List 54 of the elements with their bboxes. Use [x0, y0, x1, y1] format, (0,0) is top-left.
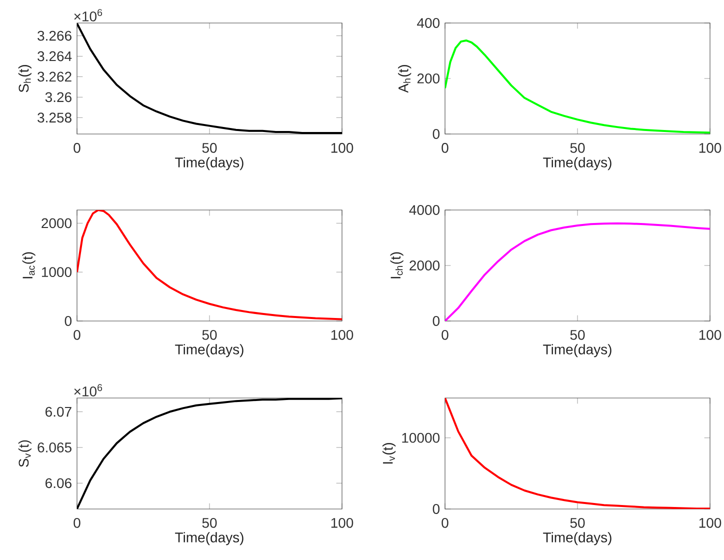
x-tick-label: 0	[442, 142, 448, 153]
x-tick-label: 50	[570, 142, 585, 153]
y-tick-label: 1000	[42, 267, 72, 278]
x-axis-title: Time(days)	[175, 344, 244, 358]
y-axis-title: S$_{v}$(t)	[18, 440, 32, 467]
x-tick-label: 0	[74, 330, 80, 340]
y-tick-label: 10000	[402, 432, 440, 443]
x-axis-title: Time(days)	[543, 344, 612, 358]
y-tick-label: 3.266	[38, 30, 72, 41]
y-axis-title: I$_{v}$(t)	[382, 443, 396, 464]
x-tick-label: 0	[442, 330, 448, 340]
y-tick-label: 2000	[410, 260, 440, 270]
y-tick-label: 6.07	[46, 406, 72, 417]
x-tick-label: 50	[570, 330, 585, 340]
x-tick-label: 50	[570, 518, 585, 528]
x-tick-label: 50	[202, 142, 217, 153]
line-series	[445, 39, 710, 134]
x-tick-label: 100	[331, 142, 354, 153]
x-tick-label: 0	[74, 142, 80, 153]
y-tick-label: 200	[417, 74, 440, 84]
y-axis-title: S$_{h}$(t)	[18, 65, 32, 92]
y-tick-label: 3.26	[45, 92, 72, 102]
y-tick-label: 4000	[409, 205, 440, 215]
x-axis-title: Time(days)	[543, 532, 612, 546]
x-tick-label: 100	[699, 142, 722, 153]
y-tick-label: 0	[64, 316, 72, 326]
x-axis-title: Time(days)	[175, 157, 244, 170]
x-tick-label: 0	[442, 518, 448, 528]
x-tick-label: 0	[74, 518, 80, 528]
x-tick-label: 50	[202, 518, 217, 528]
y-tick-label: 0	[432, 316, 440, 326]
y-tick-label: 6.06	[46, 478, 72, 488]
x-tick-label: 100	[699, 330, 722, 340]
x-axis-title: Time(days)	[543, 157, 612, 170]
x-tick-label: 100	[331, 330, 354, 340]
y-tick-label: 0	[432, 129, 440, 139]
line-series	[77, 210, 342, 320]
y-tick-label: 3.262	[38, 72, 72, 82]
y-tick-label: 2000	[42, 218, 72, 228]
x-tick-label: 50	[202, 330, 217, 340]
x-axis-title: Time(days)	[175, 532, 244, 546]
y-axis-title: A$_{h}$(t)	[398, 65, 412, 93]
text: ×10$^{6}$	[74, 384, 102, 396]
y-tick-label: 3.258	[38, 112, 72, 123]
line-series	[445, 398, 710, 509]
y-tick-label: 0	[432, 504, 440, 514]
y-tick-label: 400	[417, 18, 440, 28]
text: ×10$^{6}$	[74, 9, 102, 22]
x-tick-label: 100	[331, 518, 354, 528]
y-tick-label: 6.065	[38, 442, 72, 452]
y-tick-label: 3.264	[38, 51, 72, 62]
y-axis-title: I$_{ch}$(t)	[390, 252, 404, 278]
y-axis-title: I$_{ac}$(t)	[22, 252, 36, 278]
x-tick-label: 100	[699, 518, 722, 528]
